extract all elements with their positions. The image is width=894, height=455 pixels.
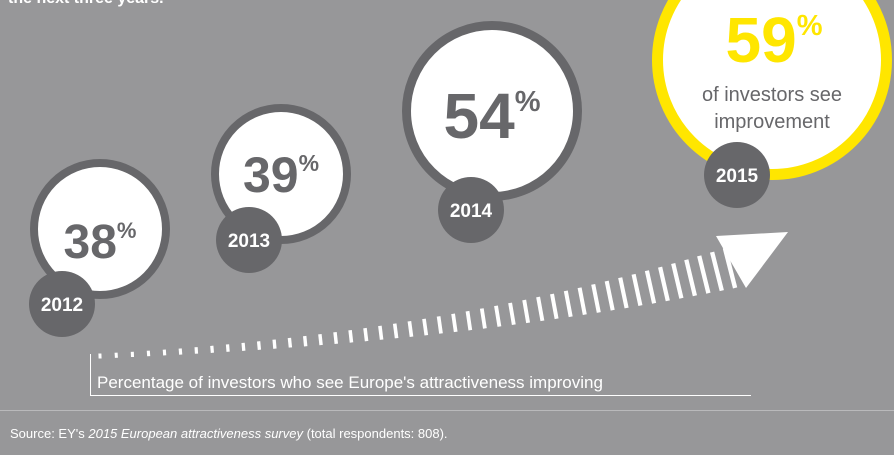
year-label: 2014 (450, 201, 493, 222)
caption-frame (90, 354, 751, 396)
year-badge (29, 271, 95, 337)
bubble-2014: 54% 2014 (402, 21, 582, 243)
arrow-tick (591, 284, 601, 313)
year-badge (438, 177, 504, 243)
highlight-label-line: of investors see (702, 84, 842, 106)
arrow-tick (465, 310, 473, 331)
value-label: 59% (726, 4, 823, 76)
arrow-tick (210, 345, 215, 353)
arrow-tick (522, 299, 531, 324)
divider (0, 410, 894, 411)
year-label: 2012 (41, 295, 83, 316)
arrow-tick (494, 305, 502, 327)
arrow-tick (318, 334, 323, 346)
arrow-head (716, 232, 788, 288)
arrow-tick (451, 313, 458, 333)
value-label: 54% (444, 80, 541, 152)
chart-caption: Percentage of investors who see Europe's… (97, 373, 603, 392)
arrow-tick (644, 270, 657, 304)
arrow-tick (272, 339, 277, 349)
year-label: 2013 (228, 231, 270, 252)
arrow-tick (348, 330, 354, 343)
arrow-tick (508, 302, 516, 326)
value-label: 38% (64, 216, 137, 269)
source-note: Source: EY's 2015 European attractivenes… (10, 426, 448, 441)
source-suffix: (total respondents: 808). (303, 426, 448, 441)
arrow-tick (709, 251, 724, 292)
arrow-tick (631, 273, 643, 307)
source-survey-title: 2015 European attractiveness survey (88, 426, 303, 441)
year-label: 2015 (716, 166, 759, 187)
trend-arrow (98, 232, 788, 359)
bubble-2013: 39% 2013 (211, 104, 351, 273)
bubble-circle (652, 0, 892, 180)
bubbles: 38% 2012 39% 2013 54% 2014 59% 2015 of investors… (29, 0, 892, 337)
year-badge (216, 207, 282, 273)
arrow-tick (536, 296, 545, 322)
source-prefix: Source: EY's (10, 426, 89, 441)
arrow-tick (333, 332, 339, 344)
highlight-label-line: improvement (714, 111, 830, 133)
bubble-circle (30, 159, 170, 299)
bubble-2015: 59% 2015 of investors see improvement (652, 0, 892, 208)
arrow-tick (550, 293, 559, 320)
arrow-tick (302, 335, 308, 347)
value-label: 39% (243, 147, 319, 203)
arrow-tick (363, 327, 369, 342)
arrow-tick (407, 321, 414, 337)
arrow-tick (722, 247, 738, 289)
arrow-tick (378, 325, 384, 340)
arrow-tick (287, 337, 293, 348)
arrow-tick (671, 263, 684, 299)
arrow-tick (256, 341, 262, 350)
arrow-tick (422, 318, 429, 336)
bubble-2012: 38% 2012 (29, 159, 170, 337)
arrow-tick (697, 255, 711, 294)
intro-text: the next three years. (8, 0, 164, 8)
arrow-tick (392, 323, 399, 339)
arrow-tick (577, 287, 587, 315)
arrow-tick (658, 266, 670, 302)
arrow-tick (178, 348, 183, 355)
arrow-tick (479, 308, 487, 329)
arrow-tick (563, 290, 573, 318)
year-badge (704, 142, 770, 208)
arrow-tick (618, 277, 629, 309)
arrow-tick (436, 316, 443, 334)
arrow-tick (225, 344, 230, 352)
arrow-tick (604, 280, 615, 311)
arrow-tick (241, 342, 246, 351)
arrow-tick (684, 259, 697, 297)
